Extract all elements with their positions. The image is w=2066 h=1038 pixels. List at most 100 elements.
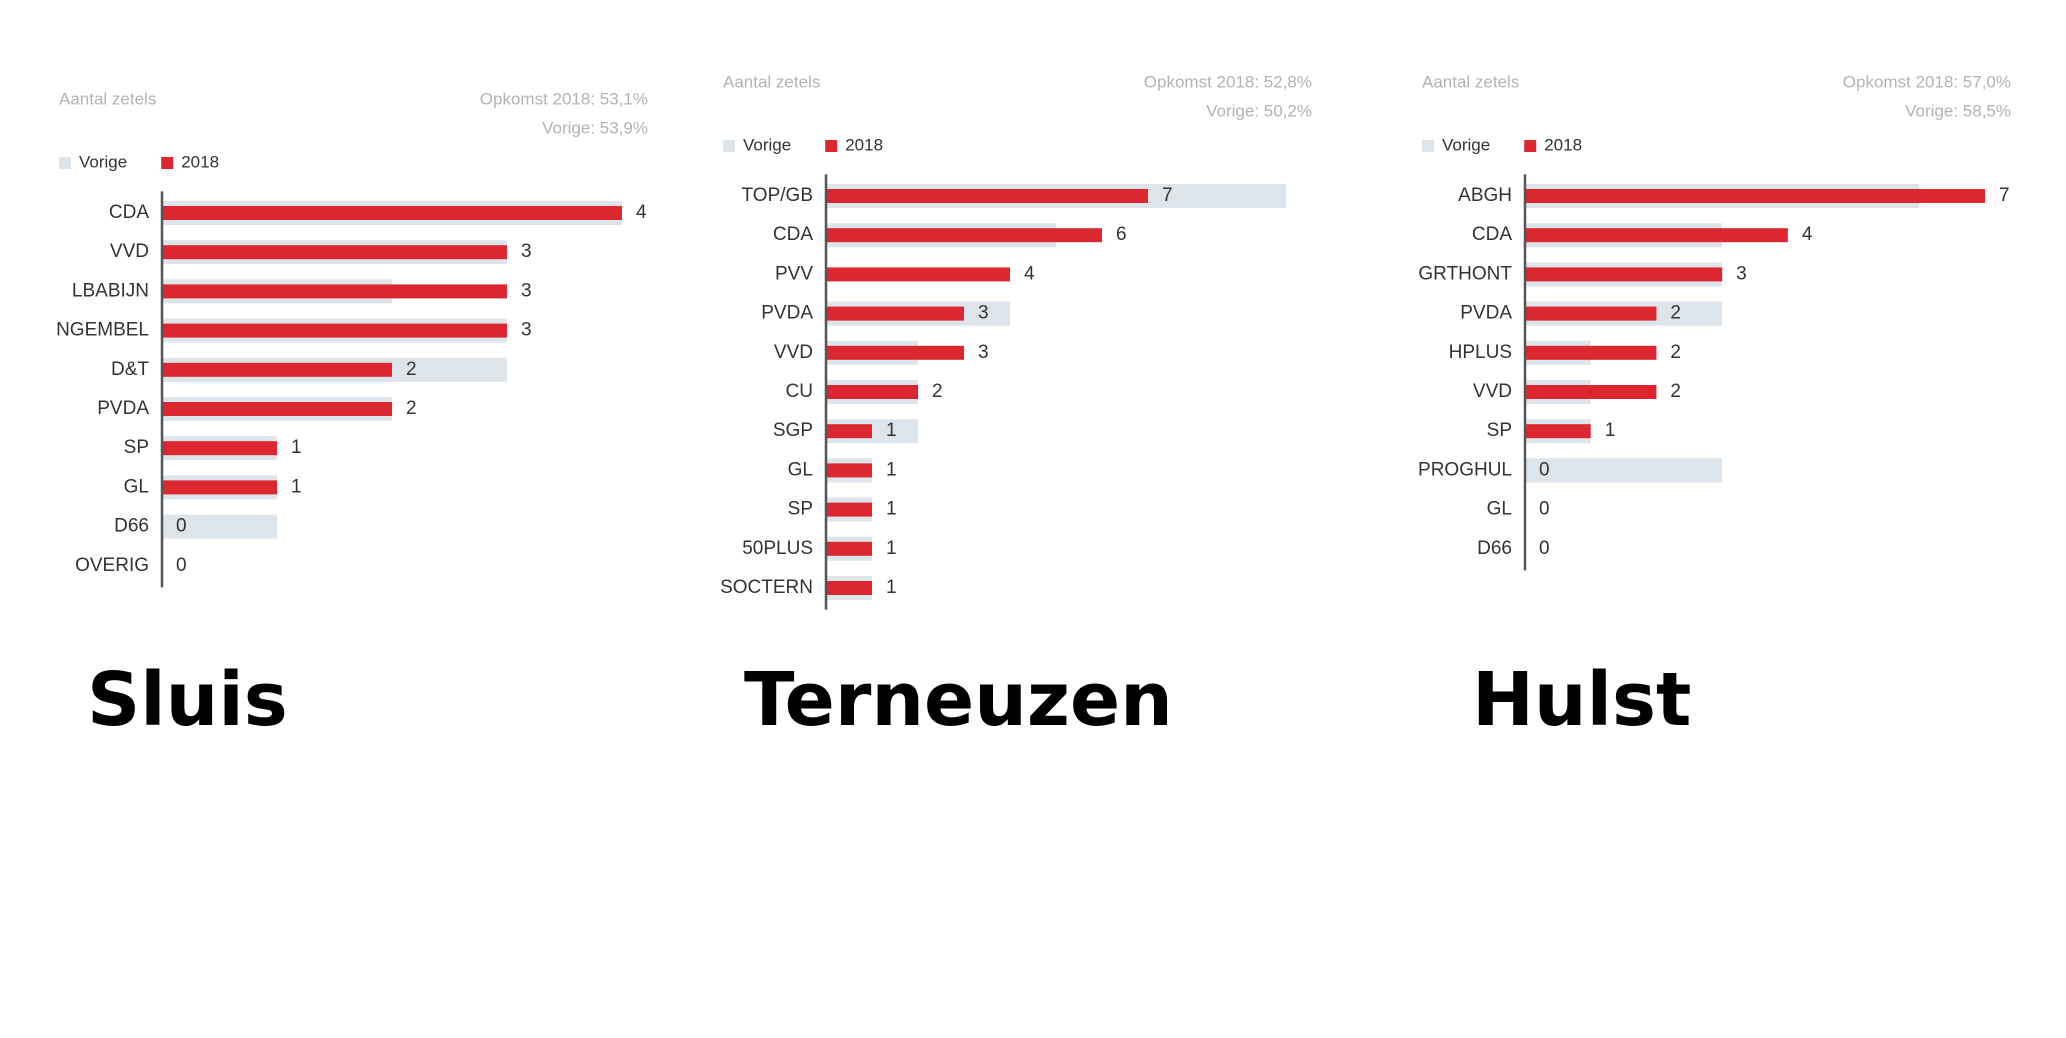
bar bbox=[826, 541, 872, 556]
legend-label: Vorige bbox=[79, 152, 127, 171]
annotation: Opkomst 2018: 53,1% bbox=[480, 89, 648, 108]
data-label: 2 bbox=[932, 381, 943, 402]
data-label: 6 bbox=[1116, 224, 1127, 245]
legend-swatch bbox=[723, 140, 735, 152]
data-label: 4 bbox=[636, 202, 647, 223]
bar bbox=[826, 463, 872, 478]
data-label: 1 bbox=[291, 476, 302, 497]
category-label: ABGH bbox=[1458, 185, 1512, 206]
data-label: 1 bbox=[886, 459, 897, 480]
category-label: PVDA bbox=[761, 303, 813, 324]
category-label: PROGHUL bbox=[1418, 459, 1512, 480]
legend-swatch bbox=[59, 157, 71, 169]
bar bbox=[1525, 458, 1723, 483]
category-label: PVDA bbox=[97, 398, 149, 419]
data-label: 1 bbox=[886, 420, 897, 441]
annotation: Vorige: 53,9% bbox=[542, 118, 648, 137]
category-label: LBABIJN bbox=[72, 280, 149, 301]
chart-title: Terneuzen bbox=[744, 657, 1173, 743]
data-label: 0 bbox=[176, 516, 187, 537]
category-label: GRTHONT bbox=[1418, 263, 1512, 284]
category-label: D&T bbox=[111, 359, 149, 380]
bar bbox=[162, 245, 507, 260]
legend-swatch bbox=[825, 140, 838, 152]
category-label: D66 bbox=[114, 516, 149, 537]
annotation: Vorige: 50,2% bbox=[1206, 101, 1312, 120]
legend-label: 2018 bbox=[845, 135, 883, 154]
data-label: 1 bbox=[886, 499, 897, 520]
data-label: 3 bbox=[521, 280, 532, 301]
category-label: TOP/GB bbox=[742, 185, 813, 206]
bar bbox=[826, 345, 964, 360]
subtitle: Aantal zetels bbox=[59, 89, 156, 108]
category-label: GL bbox=[124, 476, 149, 497]
legend-label: 2018 bbox=[181, 152, 219, 171]
bar bbox=[162, 206, 622, 220]
annotation: Vorige: 58,5% bbox=[1905, 101, 2011, 120]
data-label: 0 bbox=[1539, 538, 1550, 559]
bar bbox=[1525, 228, 1788, 243]
data-label: 1 bbox=[291, 437, 302, 458]
category-label: CDA bbox=[109, 202, 149, 223]
category-label: VVD bbox=[774, 342, 813, 363]
bar bbox=[826, 385, 918, 399]
bar bbox=[1525, 189, 1985, 203]
data-label: 3 bbox=[521, 241, 532, 262]
data-label: 4 bbox=[1024, 263, 1035, 284]
data-label: 2 bbox=[1670, 303, 1681, 324]
category-label: SOCTERN bbox=[720, 577, 813, 598]
data-label: 2 bbox=[1670, 342, 1681, 363]
subtitle: Aantal zetels bbox=[1422, 72, 1519, 91]
data-label: 7 bbox=[1162, 185, 1173, 206]
category-label: SP bbox=[788, 499, 813, 520]
subtitle: Aantal zetels bbox=[723, 72, 820, 91]
category-label: OVERIG bbox=[75, 555, 149, 576]
data-label: 1 bbox=[886, 538, 897, 559]
category-label: SP bbox=[124, 437, 149, 458]
bar bbox=[1525, 424, 1591, 439]
data-label: 3 bbox=[978, 342, 989, 363]
bar bbox=[162, 480, 277, 495]
data-label: 2 bbox=[1670, 381, 1681, 402]
data-label: 3 bbox=[978, 303, 989, 324]
category-label: SP bbox=[1487, 420, 1512, 441]
data-label: 4 bbox=[1802, 224, 1813, 245]
bar bbox=[826, 581, 872, 595]
legend-label: Vorige bbox=[743, 135, 791, 154]
bar bbox=[826, 502, 872, 517]
legend-swatch bbox=[1422, 140, 1434, 152]
category-label: GL bbox=[788, 459, 813, 480]
category-label: NGEMBEL bbox=[56, 320, 149, 341]
data-label: 1 bbox=[886, 577, 897, 598]
category-label: CDA bbox=[773, 224, 813, 245]
data-label: 2 bbox=[406, 359, 417, 380]
bar bbox=[1525, 306, 1657, 321]
data-label: 3 bbox=[1736, 263, 1747, 284]
legend-label: 2018 bbox=[1544, 135, 1582, 154]
category-label: PVDA bbox=[1460, 303, 1512, 324]
bar bbox=[162, 441, 277, 456]
category-label: HPLUS bbox=[1449, 342, 1512, 363]
annotation: Opkomst 2018: 52,8% bbox=[1144, 72, 1312, 91]
category-label: CU bbox=[786, 381, 813, 402]
annotation: Opkomst 2018: 57,0% bbox=[1843, 72, 2011, 91]
bar bbox=[826, 228, 1102, 243]
bar bbox=[1525, 267, 1723, 282]
bar bbox=[826, 189, 1148, 203]
data-label: 0 bbox=[1539, 499, 1550, 520]
category-label: SGP bbox=[773, 420, 813, 441]
bar bbox=[162, 323, 507, 338]
legend-swatch bbox=[161, 157, 174, 169]
bar bbox=[162, 514, 277, 539]
chart-title: Hulst bbox=[1472, 657, 1691, 743]
category-label: VVD bbox=[110, 241, 149, 262]
data-label: 3 bbox=[521, 320, 532, 341]
data-label: 2 bbox=[406, 398, 417, 419]
bar bbox=[1525, 345, 1657, 360]
bar bbox=[826, 424, 872, 439]
bar bbox=[162, 402, 392, 416]
category-label: VVD bbox=[1473, 381, 1512, 402]
bar bbox=[162, 284, 507, 299]
data-label: 1 bbox=[1605, 420, 1616, 441]
